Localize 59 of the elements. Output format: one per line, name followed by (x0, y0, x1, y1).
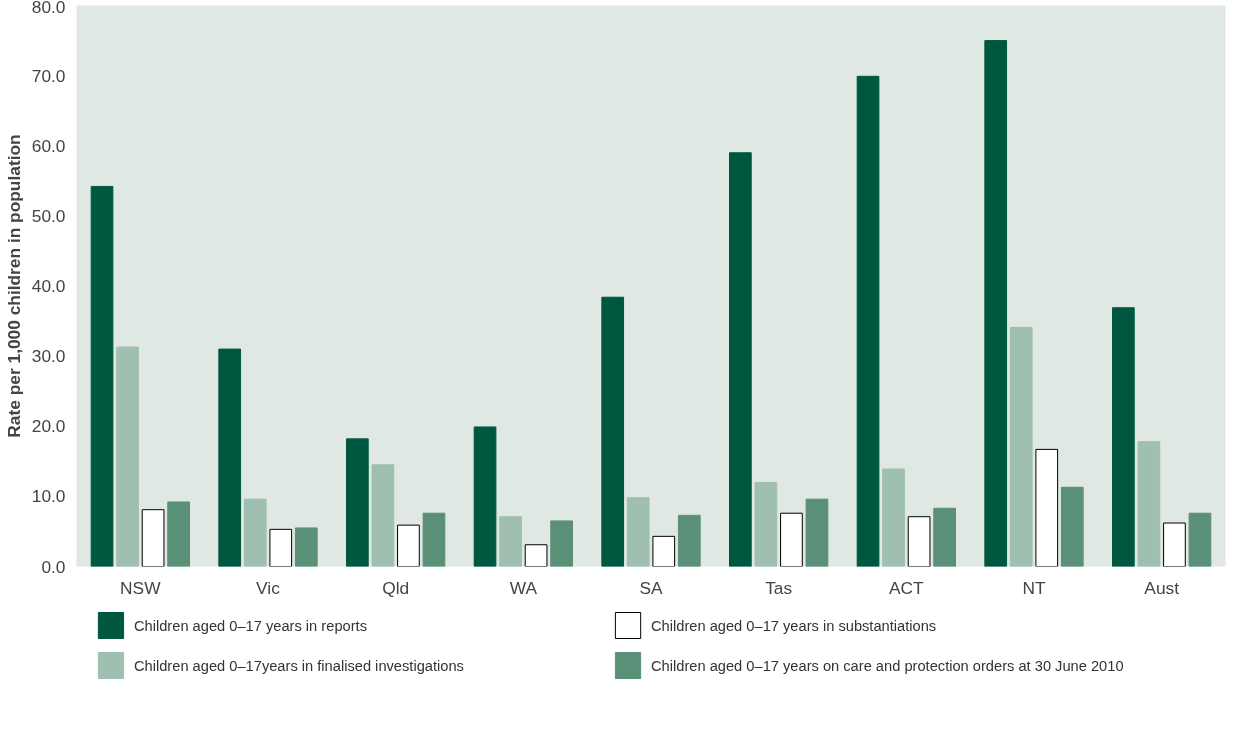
x-tick-label: ACT (889, 577, 925, 598)
x-tick-label: WA (509, 577, 538, 598)
bar (907, 516, 931, 567)
bar (397, 524, 420, 567)
bar (167, 501, 190, 567)
y-tick-label: 0.0 (41, 556, 66, 577)
bar (141, 509, 165, 567)
bar (294, 527, 318, 567)
bar (499, 516, 522, 567)
y-tick-label: 70.0 (31, 65, 66, 86)
x-tick-label: Qld (382, 577, 410, 598)
bar (524, 544, 548, 567)
legend-label: Children aged 0–17 years on care and protection orders at 30 June 2010 (651, 657, 1124, 674)
bar (1009, 326, 1033, 567)
bar (422, 512, 446, 567)
y-tick-label: 80.0 (31, 0, 66, 17)
bar (1112, 307, 1135, 567)
y-axis-title: Rate per 1,000 children in population (3, 134, 24, 438)
bar (805, 498, 829, 567)
bar (473, 426, 497, 567)
bar (601, 296, 625, 567)
x-tick-label: NT (1022, 577, 1046, 598)
bar (856, 75, 880, 567)
bar (729, 152, 752, 567)
bar (754, 481, 778, 567)
x-tick-label: SA (639, 577, 663, 598)
bar (371, 464, 395, 567)
bar (677, 514, 701, 567)
bar (1188, 512, 1212, 567)
y-tick-label: 30.0 (31, 346, 66, 367)
bar (116, 346, 139, 567)
bar (1137, 441, 1161, 567)
y-tick-label: 60.0 (31, 135, 66, 156)
bar (346, 438, 369, 567)
legend-label: Children aged 0–17years in finalised investigations (133, 657, 464, 674)
x-tick-label: Vic (256, 577, 281, 598)
y-tick-label: 40.0 (31, 276, 66, 296)
x-tick-label: Tas (765, 577, 793, 598)
bar (269, 528, 293, 567)
bar (243, 498, 267, 567)
bar (1163, 522, 1186, 567)
bar (780, 512, 803, 567)
legend-label: Children aged 0–17 years in reports (133, 617, 367, 634)
legend-label: Children aged 0–17 years in substantiations (651, 617, 937, 634)
bar (1035, 448, 1059, 567)
y-tick-label: 10.0 (31, 486, 66, 507)
x-tick-label: NSW (120, 577, 162, 598)
bar (652, 535, 676, 567)
bar (984, 40, 1008, 567)
bar (626, 497, 650, 567)
y-tick-label: 50.0 (31, 205, 66, 226)
bar (933, 507, 956, 567)
bar (550, 520, 573, 567)
bar (90, 185, 114, 567)
bar (882, 468, 905, 567)
x-tick-label: Aust (1144, 577, 1180, 598)
bar (1060, 486, 1084, 567)
bar (218, 348, 242, 567)
y-tick-label: 20.0 (31, 416, 66, 437)
